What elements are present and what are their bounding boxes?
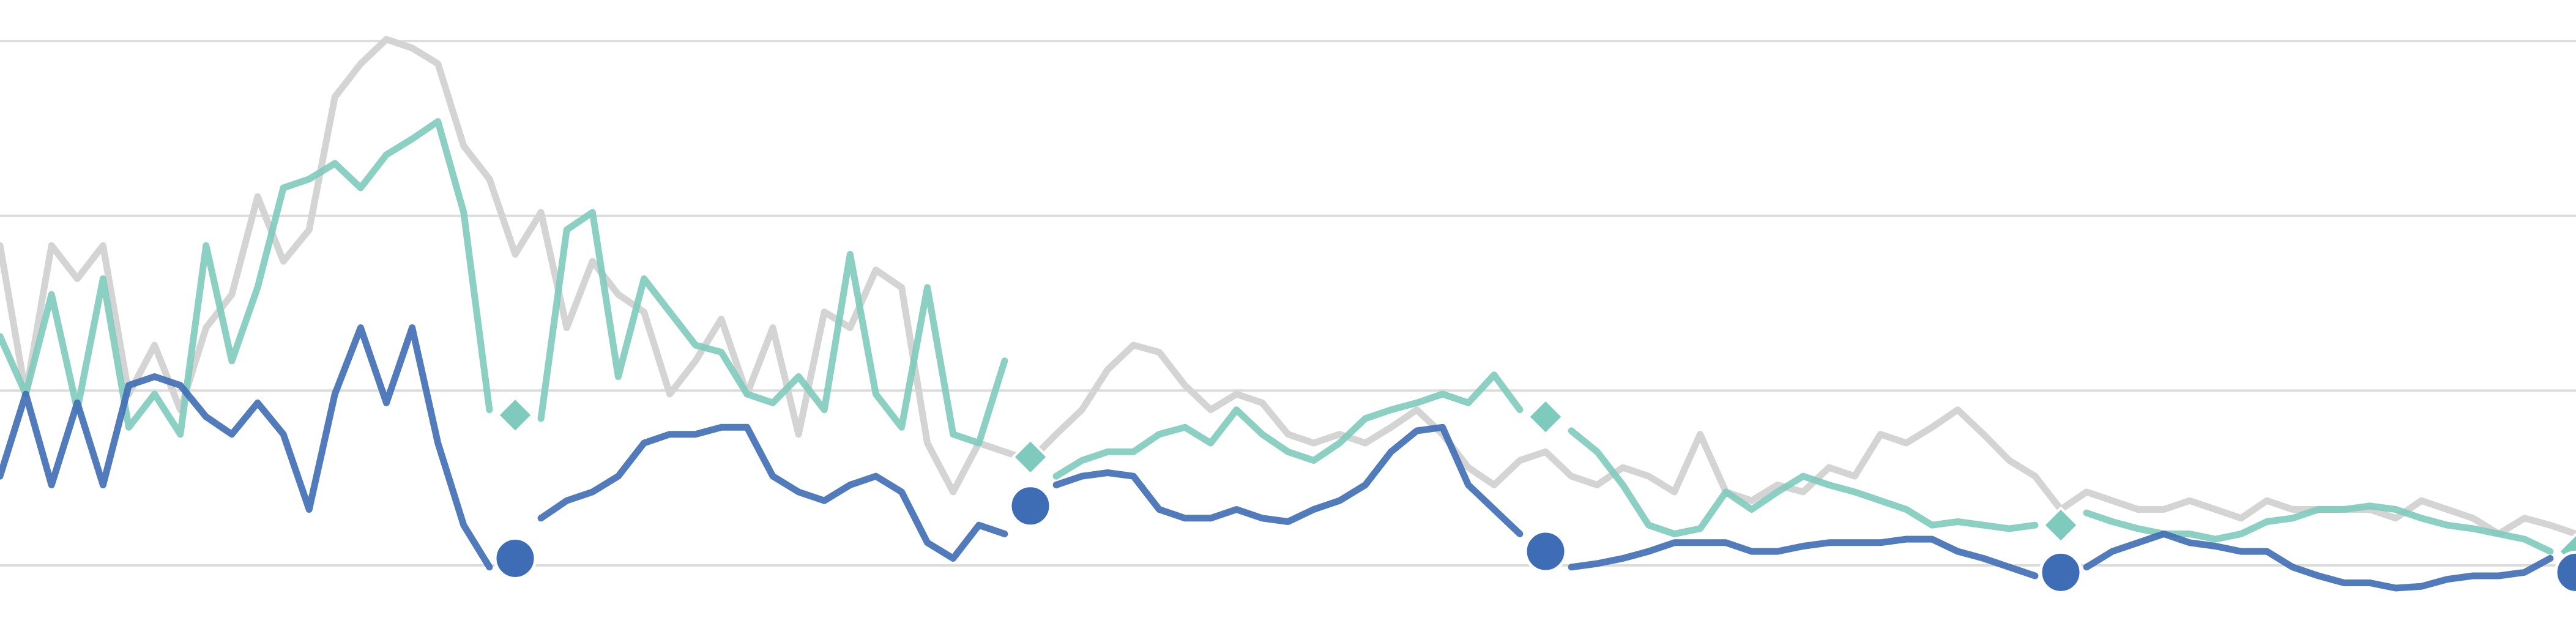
circle-marker [2039,550,2083,594]
circle-marker [493,536,537,580]
circle-marker [1524,529,1568,573]
circle-marker [2554,550,2576,594]
series-line [0,324,2554,592]
diamond-marker [1527,398,1565,436]
diamond-marker [2042,506,2080,545]
series-line [0,118,2554,555]
series-line [0,35,2576,537]
diamond-marker [1011,438,1049,476]
diamond-marker [496,396,534,434]
circle-marker [1008,484,1052,528]
